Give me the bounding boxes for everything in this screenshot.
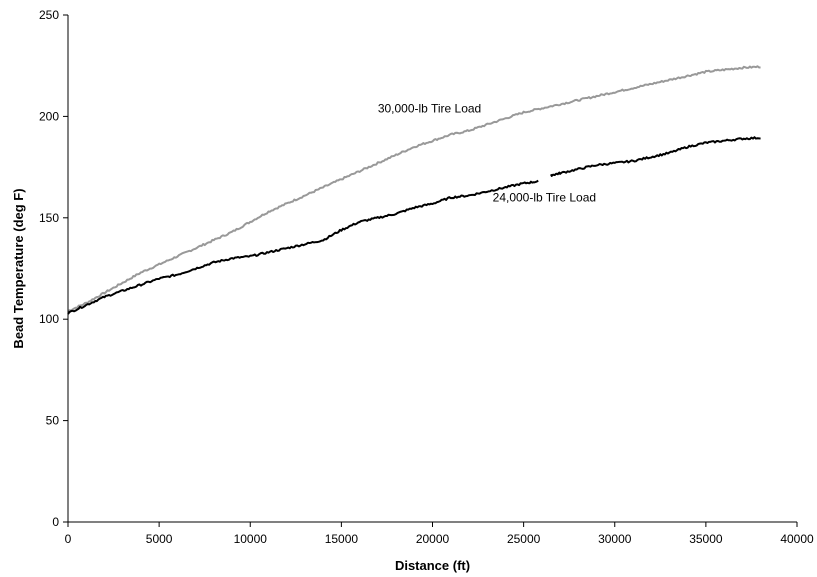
x-axis-title: Distance (ft) bbox=[395, 558, 470, 573]
x-tick-label: 20000 bbox=[416, 532, 450, 546]
series-line bbox=[67, 179, 539, 315]
x-tick-label: 35000 bbox=[689, 532, 723, 546]
y-tick-label: 250 bbox=[39, 8, 59, 22]
x-tick-label: 5000 bbox=[146, 532, 173, 546]
y-tick-label: 0 bbox=[52, 515, 59, 529]
series-30000-lb bbox=[67, 65, 761, 312]
x-tick-label: 30000 bbox=[598, 532, 632, 546]
x-tick-label: 0 bbox=[65, 532, 72, 546]
annotations: 30,000-lb Tire Load 24,000-lb Tire Load bbox=[378, 101, 596, 204]
y-tick-label: 100 bbox=[39, 312, 59, 326]
y-ticks: 0 50 100 150 200 250 bbox=[39, 8, 68, 529]
y-axis-title: Bead Temperature (deg F) bbox=[11, 188, 26, 348]
series-annotation: 24,000-lb Tire Load bbox=[493, 191, 596, 205]
x-ticks: 0 5000 10000 15000 20000 25000 30000 35000 40000 bbox=[65, 522, 814, 546]
series-line bbox=[67, 65, 761, 312]
x-tick-label: 15000 bbox=[325, 532, 359, 546]
y-tick-label: 150 bbox=[39, 211, 59, 225]
plot-area bbox=[67, 65, 761, 315]
y-tick-label: 200 bbox=[39, 109, 59, 123]
x-tick-label: 10000 bbox=[234, 532, 268, 546]
series-line bbox=[550, 136, 761, 177]
series-24000-lb bbox=[67, 136, 761, 315]
x-tick-label: 25000 bbox=[507, 532, 541, 546]
series-annotation: 30,000-lb Tire Load bbox=[378, 101, 481, 115]
y-tick-label: 50 bbox=[46, 414, 60, 428]
x-tick-label: 40000 bbox=[780, 532, 814, 546]
